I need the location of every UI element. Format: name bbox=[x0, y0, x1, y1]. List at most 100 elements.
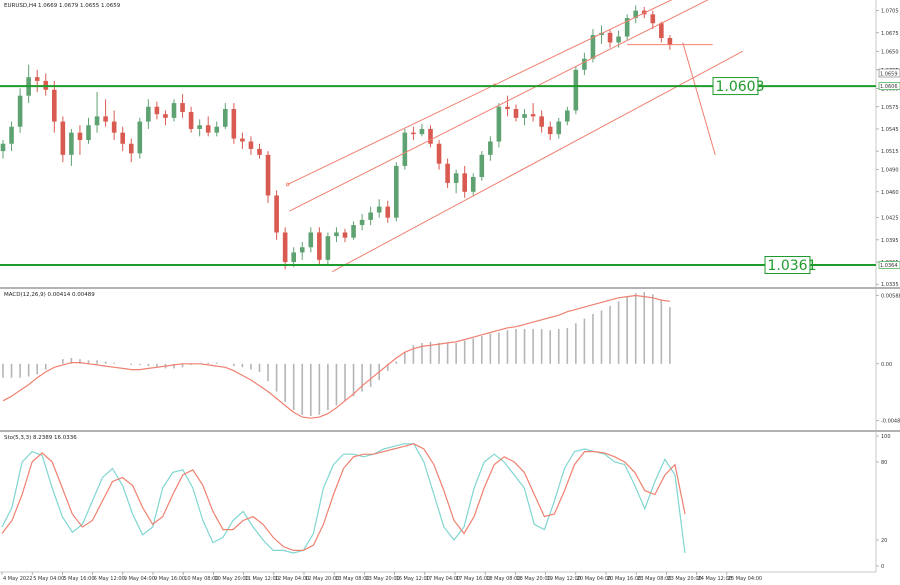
current-price-label: 1.0659 bbox=[880, 72, 898, 78]
stoch-tick-label: 0 bbox=[881, 564, 884, 570]
key-level-value: 1.0361 bbox=[768, 258, 817, 274]
candle-body bbox=[0, 143, 6, 152]
time-tick-label: 20 May 04:00 bbox=[577, 576, 611, 582]
candle-body bbox=[539, 116, 544, 127]
candle-body bbox=[205, 125, 211, 133]
time-tick-label: 13 May 20:00 bbox=[365, 576, 399, 582]
candle-body bbox=[257, 148, 262, 155]
candles bbox=[0, 5, 673, 270]
candle-body bbox=[462, 173, 467, 192]
macd-axis: 0.00588 0.00 -0.00489 bbox=[876, 294, 900, 424]
time-tick-label: 16 May 12:00 bbox=[396, 576, 430, 582]
key-level-tag bbox=[764, 255, 811, 274]
time-tick-label: 23 May 20:00 bbox=[667, 576, 701, 582]
key-level-axis-box bbox=[878, 82, 900, 90]
price-tick-label: 1.0425 bbox=[881, 216, 899, 222]
candle-body bbox=[274, 195, 279, 233]
candle-body bbox=[616, 36, 621, 43]
horizontal-levels: 1.0603 1.0606 1.0361 1.0364 bbox=[0, 77, 900, 274]
candle-body bbox=[419, 128, 425, 135]
time-tick-label: 6 May 12:00 bbox=[94, 576, 125, 582]
macd-tick-label: -0.00489 bbox=[881, 418, 900, 424]
candle-body bbox=[197, 125, 202, 129]
candle-body bbox=[9, 126, 14, 144]
candle-body bbox=[496, 106, 502, 142]
candle-body bbox=[180, 103, 185, 112]
time-tick-label: 24 May 12:00 bbox=[698, 576, 732, 582]
candle-body bbox=[146, 106, 151, 122]
key-level-axis-box bbox=[878, 261, 900, 269]
time-tick-label: 11 May 12:00 bbox=[245, 576, 279, 582]
time-tick-label: 4 May 2022 bbox=[3, 576, 32, 582]
candle-body bbox=[650, 14, 656, 24]
candle-body bbox=[607, 32, 613, 43]
candle-body bbox=[282, 232, 288, 263]
stoch-tick-label: 20 bbox=[881, 538, 887, 544]
stochastic-panel: Sto(5,3,3) 8.2389 16.0336 100 80 20 0 bbox=[1, 432, 891, 572]
candle-body bbox=[513, 108, 519, 118]
candle-body bbox=[351, 225, 356, 238]
current-price-tag: 1.0659 bbox=[878, 68, 900, 78]
time-axis: 4 May 2022 5 May 04:00 5 May 16:00 6 May 12… bbox=[1, 572, 762, 582]
candle-body bbox=[342, 232, 348, 238]
price-tick-label: 1.0460 bbox=[881, 190, 899, 196]
candle-body bbox=[385, 206, 391, 218]
candle-body bbox=[453, 173, 459, 183]
time-tick-label: 5 May 16:00 bbox=[63, 576, 94, 582]
candle-body bbox=[299, 247, 305, 253]
candle-body bbox=[633, 10, 638, 19]
candle-body bbox=[582, 58, 587, 70]
candle-body bbox=[34, 77, 40, 81]
candle-body bbox=[214, 126, 220, 133]
price-tick-label: 1.0575 bbox=[881, 105, 899, 111]
candle-body bbox=[479, 154, 485, 178]
candle-body bbox=[291, 252, 296, 263]
candle-body bbox=[223, 108, 228, 127]
candle-body bbox=[86, 125, 91, 141]
price-tick-label: 1.0650 bbox=[881, 49, 899, 55]
candle-body bbox=[470, 177, 476, 192]
key-level-axis-label: 1.0364 bbox=[880, 263, 898, 269]
time-tick-label: 12 May 20:00 bbox=[305, 576, 339, 582]
candle-body bbox=[368, 212, 373, 220]
channel-lower-line bbox=[331, 50, 743, 273]
time-tick-label: 23 May 08:00 bbox=[637, 576, 671, 582]
candle-body bbox=[137, 121, 143, 154]
candle-body bbox=[248, 141, 254, 149]
chart-title-ohlc: 1.0669 1.0679 1.0655 1.0659 bbox=[38, 3, 121, 9]
candle-body bbox=[359, 219, 365, 226]
candle-body bbox=[240, 138, 245, 142]
time-tick-label: 10 May 08:00 bbox=[184, 576, 218, 582]
candle-body bbox=[624, 18, 630, 37]
candle-body bbox=[411, 132, 416, 135]
candle-body bbox=[573, 69, 579, 111]
candle-body bbox=[163, 114, 168, 118]
candle-body bbox=[488, 141, 493, 155]
stoch-main-line bbox=[1, 443, 686, 554]
channel-anchor-point bbox=[285, 182, 290, 187]
time-tick-label: 12 May 04:00 bbox=[275, 576, 309, 582]
channel-middle-line bbox=[289, 0, 709, 212]
macd-panel: MACD(12,26,9) 0.00414 0.00489 0.005880.0… bbox=[2, 289, 900, 430]
candle-body bbox=[52, 89, 57, 122]
candle-body bbox=[17, 95, 23, 127]
candle-body bbox=[376, 206, 382, 213]
price-tick-label: 1.0515 bbox=[881, 149, 899, 155]
stoch-label: Sto(5,3,3) 8.2389 16.0336 bbox=[4, 435, 77, 441]
candle-body bbox=[659, 23, 664, 39]
price-panel-bg bbox=[0, 0, 900, 287]
stoch-signal-line bbox=[1, 443, 686, 551]
current-price-box bbox=[878, 68, 900, 78]
macd-signal-line bbox=[2, 294, 670, 419]
candle-body bbox=[325, 236, 331, 260]
candle-body bbox=[530, 114, 536, 117]
time-tick-label: 9 May 04:00 bbox=[124, 576, 155, 582]
time-tick-label: 5 May 04:00 bbox=[33, 576, 64, 582]
candle-body bbox=[171, 103, 177, 118]
price-tick-label: 1.0490 bbox=[881, 168, 899, 174]
price-tick-label: 1.0545 bbox=[881, 127, 899, 133]
candle-body bbox=[667, 38, 673, 45]
projection-arrow-line bbox=[682, 42, 716, 155]
candle-body bbox=[111, 121, 117, 133]
macd-tick-label: 0.00588 bbox=[881, 294, 900, 300]
